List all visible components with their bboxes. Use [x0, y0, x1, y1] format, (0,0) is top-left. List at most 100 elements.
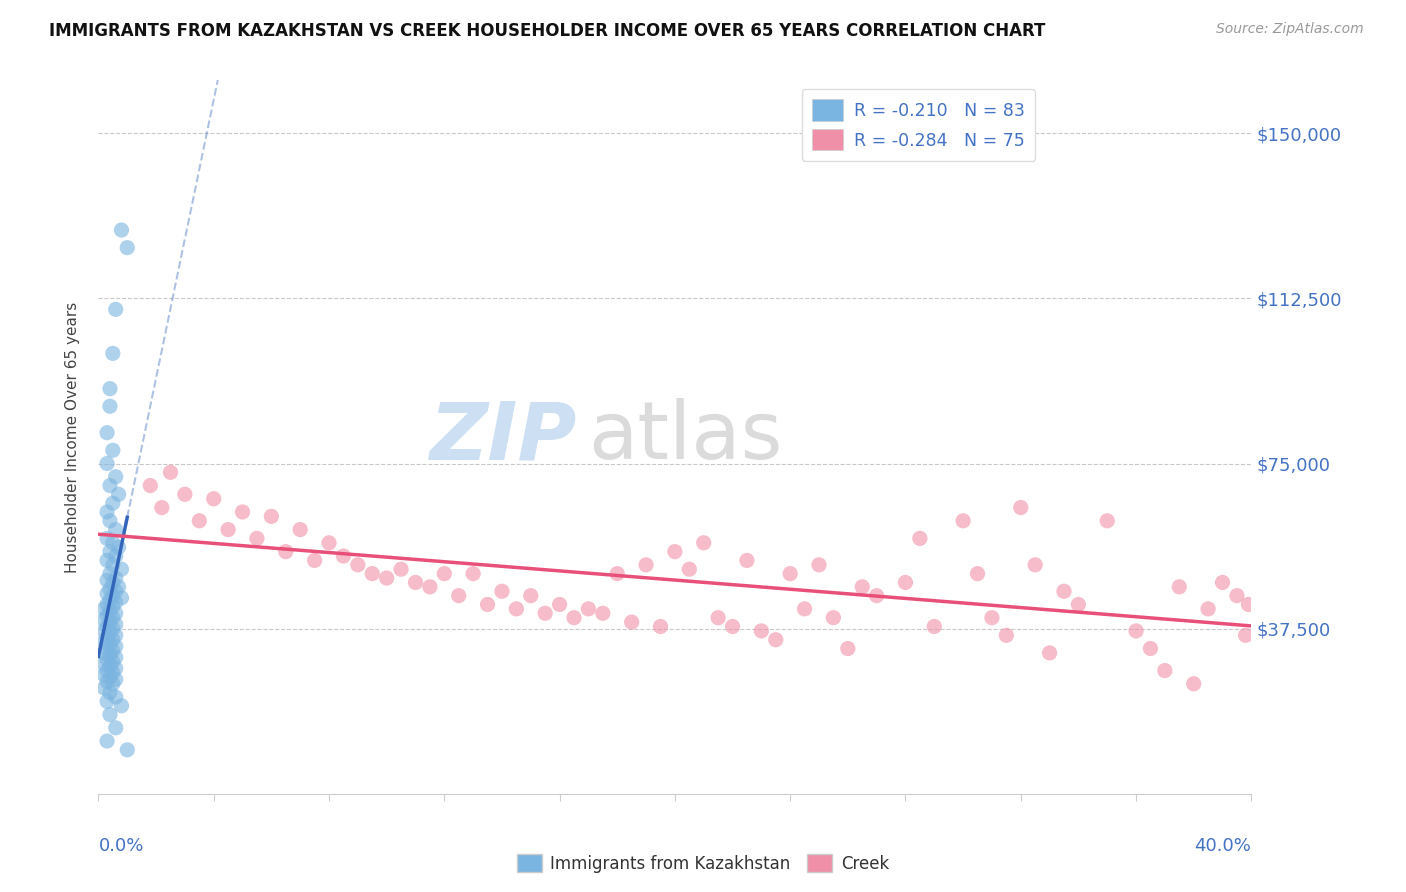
Point [98, 566, 121, 581]
Point [202, 491, 225, 506]
Point [101, 622, 124, 636]
Point [678, 562, 700, 576]
Point [96, 573, 118, 587]
Point [96, 674, 118, 689]
Point [1139, 641, 1161, 656]
Point [650, 619, 672, 633]
Point [98, 604, 121, 618]
Point [461, 566, 484, 581]
Point [93, 613, 115, 627]
Point [1067, 598, 1090, 612]
Point [98, 382, 121, 396]
Point [104, 607, 127, 621]
Point [104, 302, 127, 317]
Point [101, 677, 124, 691]
Point [96, 664, 118, 678]
Point [981, 610, 1004, 624]
Point [924, 619, 946, 633]
Point [98, 514, 121, 528]
Point [104, 571, 127, 585]
Point [636, 558, 658, 572]
Point [104, 690, 127, 704]
Point [107, 540, 129, 554]
Point [98, 582, 121, 596]
Point [1182, 677, 1205, 691]
Point [150, 500, 173, 515]
Point [707, 610, 730, 624]
Point [491, 584, 513, 599]
Point [1125, 624, 1147, 638]
Point [101, 610, 124, 624]
Point [104, 628, 127, 642]
Point [104, 595, 127, 609]
Point [1053, 584, 1076, 599]
Point [159, 466, 181, 480]
Point [447, 589, 470, 603]
Point [101, 655, 124, 669]
Point [101, 443, 124, 458]
Point [104, 584, 127, 599]
Point [260, 509, 283, 524]
Point [346, 558, 368, 572]
Point [96, 631, 118, 645]
Point [98, 707, 121, 722]
Point [93, 624, 115, 638]
Point [1097, 514, 1119, 528]
Point [101, 558, 124, 572]
Point [332, 549, 354, 563]
Point [96, 734, 118, 748]
Text: ZIP: ZIP [429, 398, 576, 476]
Point [96, 598, 118, 612]
Point [101, 589, 124, 603]
Point [98, 648, 121, 662]
Point [534, 607, 557, 621]
Point [93, 668, 115, 682]
Point [823, 610, 845, 624]
Point [139, 478, 162, 492]
Point [664, 544, 686, 558]
Point [751, 624, 773, 638]
Point [1024, 558, 1046, 572]
Point [866, 589, 889, 603]
Point [1226, 589, 1249, 603]
Point [274, 544, 297, 558]
Point [98, 399, 121, 413]
Point [735, 553, 758, 567]
Legend: R = -0.210   N = 83, R = -0.284   N = 75: R = -0.210 N = 83, R = -0.284 N = 75 [801, 89, 1035, 161]
Point [98, 637, 121, 651]
Point [174, 487, 197, 501]
Point [548, 598, 571, 612]
Point [505, 602, 527, 616]
Point [101, 632, 124, 647]
Point [1039, 646, 1062, 660]
Point [110, 591, 132, 605]
Point [104, 469, 127, 483]
Point [98, 593, 121, 607]
Point [389, 562, 412, 576]
Point [894, 575, 917, 590]
Point [1010, 500, 1032, 515]
Point [101, 575, 124, 590]
Point [96, 553, 118, 567]
Point [779, 566, 801, 581]
Point [96, 586, 118, 600]
Point [93, 681, 115, 695]
Point [104, 617, 127, 632]
Point [188, 514, 211, 528]
Point [620, 615, 643, 629]
Point [104, 549, 127, 563]
Point [98, 544, 121, 558]
Point [765, 632, 787, 647]
Point [117, 241, 139, 255]
Point [562, 610, 585, 624]
Point [96, 425, 118, 440]
Point [93, 646, 115, 660]
Point [96, 641, 118, 656]
Point [606, 566, 628, 581]
Point [1154, 664, 1177, 678]
Point [1234, 628, 1257, 642]
Point [793, 602, 815, 616]
Point [290, 523, 312, 537]
Point [908, 532, 931, 546]
Text: 0.0%: 0.0% [98, 837, 143, 855]
